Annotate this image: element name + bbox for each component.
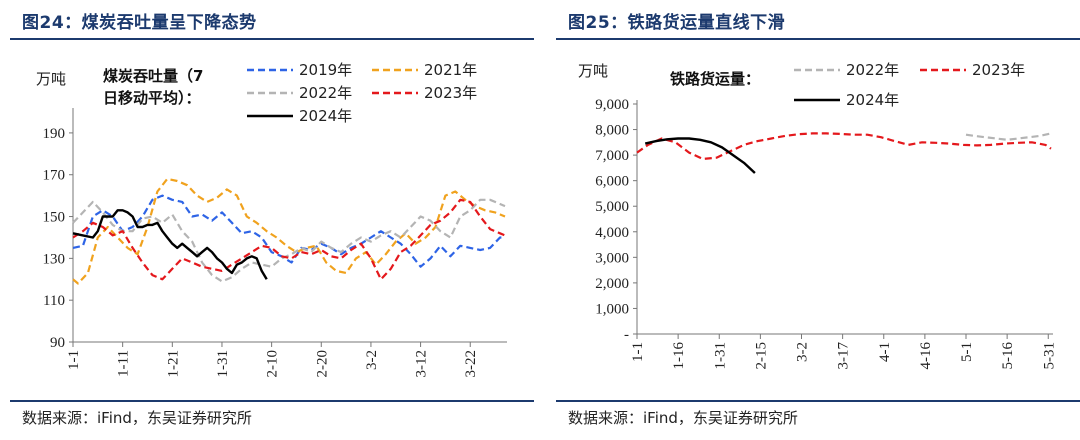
legend-label: 2023年 xyxy=(424,84,477,102)
y-tick-label: 4,000 xyxy=(595,225,629,241)
figure-title: 图25：铁路货运量直线下滑 xyxy=(568,13,786,33)
series-line-2023 xyxy=(636,132,1052,160)
series-line-2019 xyxy=(72,194,505,268)
legend-label: 2024年 xyxy=(846,91,899,109)
source-note: 数据来源：iFind，东吴证券研究所 xyxy=(22,409,252,427)
chart-railway-freight: - 1,000 2,000 3,000 4,000 5,000 6,000 7,000 8,00… xyxy=(578,61,1057,370)
x-tick-label: 4-1 xyxy=(877,342,893,362)
x-tick-label: 4-16 xyxy=(918,342,934,370)
x-tick-label: 5-1 xyxy=(959,342,975,362)
legend-label: 2021年 xyxy=(424,61,477,79)
x-tick-label: 2-10 xyxy=(265,350,281,378)
legend-label: 2023年 xyxy=(972,61,1025,79)
legend-label: 2024年 xyxy=(299,107,352,125)
inline-title: 煤炭吞吐量（7 xyxy=(103,67,203,85)
series-line-2021 xyxy=(72,177,506,285)
source-rule xyxy=(556,400,1080,402)
chart-coal-throughput: 90 110 130 150 170 190 1-1 1-11 1-21 1-31 2-10 2-20… xyxy=(36,61,507,378)
series-line-2022 xyxy=(72,198,506,283)
y-tick-label: 8,000 xyxy=(595,123,629,139)
y-tick-label: 6,000 xyxy=(595,174,629,190)
legend-label: 2019年 xyxy=(299,61,352,79)
x-tick-label: 2-20 xyxy=(314,350,330,378)
y-tick-label: 170 xyxy=(43,168,66,184)
chart-panel-coal: 图24：煤炭吞吐量呈下降态势 90 110 130 150 170 190 1-1 1-11 1… xyxy=(0,0,534,440)
y-tick-label: 7,000 xyxy=(595,148,629,164)
series-line-2024 xyxy=(644,137,756,174)
source-rule xyxy=(10,400,534,402)
legend-label: 2022年 xyxy=(299,84,352,102)
chart-panel-railway: 图25：铁路货运量直线下滑 - 1,000 2,000 3,000 4,000 5,000… xyxy=(546,0,1080,440)
x-tick-label: 3-17 xyxy=(836,342,852,370)
y-tick-label: - xyxy=(624,327,629,343)
inline-title: 日移动平均）： xyxy=(103,89,201,107)
x-tick-label: 1-31 xyxy=(712,342,728,370)
x-tick-label: 1-21 xyxy=(165,350,181,378)
y-tick-label: 3,000 xyxy=(595,250,629,266)
x-tick-label: 1-16 xyxy=(671,342,687,370)
x-tick-label: 1-11 xyxy=(116,350,132,377)
y-tick-label: 150 xyxy=(43,210,66,226)
inline-title: 铁路货运量： xyxy=(670,70,760,88)
y-tick-label: 1,000 xyxy=(595,301,629,317)
series-line-2023 xyxy=(72,198,506,281)
title-rule xyxy=(10,38,534,40)
y-tick-label: 130 xyxy=(43,251,66,267)
title-rule xyxy=(556,38,1080,40)
y-unit-label: 万吨 xyxy=(578,62,608,80)
x-tick-label: 3-2 xyxy=(795,342,811,362)
y-tick-label: 190 xyxy=(43,126,66,142)
x-tick-label: 1-31 xyxy=(215,350,231,378)
x-tick-label: 5-31 xyxy=(1041,342,1057,370)
y-tick-label: 5,000 xyxy=(595,199,629,215)
figure-title: 图24：煤炭吞吐量呈下降态势 xyxy=(22,13,257,33)
x-tick-label: 1-1 xyxy=(66,350,82,370)
y-tick-label: 9,000 xyxy=(595,97,629,113)
x-tick-label: 3-12 xyxy=(414,350,430,378)
x-tick-label: 5-16 xyxy=(1000,342,1016,370)
source-note: 数据来源：iFind，东吴证券研究所 xyxy=(568,409,798,427)
series-line-2022 xyxy=(965,132,1052,141)
x-tick-label: 3-2 xyxy=(364,350,380,370)
y-tick-label: 90 xyxy=(50,335,65,351)
y-tick-label: 2,000 xyxy=(595,276,629,292)
x-tick-label: 1-1 xyxy=(630,342,646,362)
series-line-2024 xyxy=(72,209,268,280)
y-unit-label: 万吨 xyxy=(36,70,66,88)
x-tick-label: 3-22 xyxy=(463,350,479,378)
legend-label: 2022年 xyxy=(846,61,899,79)
x-tick-label: 2-15 xyxy=(753,342,769,370)
y-tick-label: 110 xyxy=(43,293,65,309)
